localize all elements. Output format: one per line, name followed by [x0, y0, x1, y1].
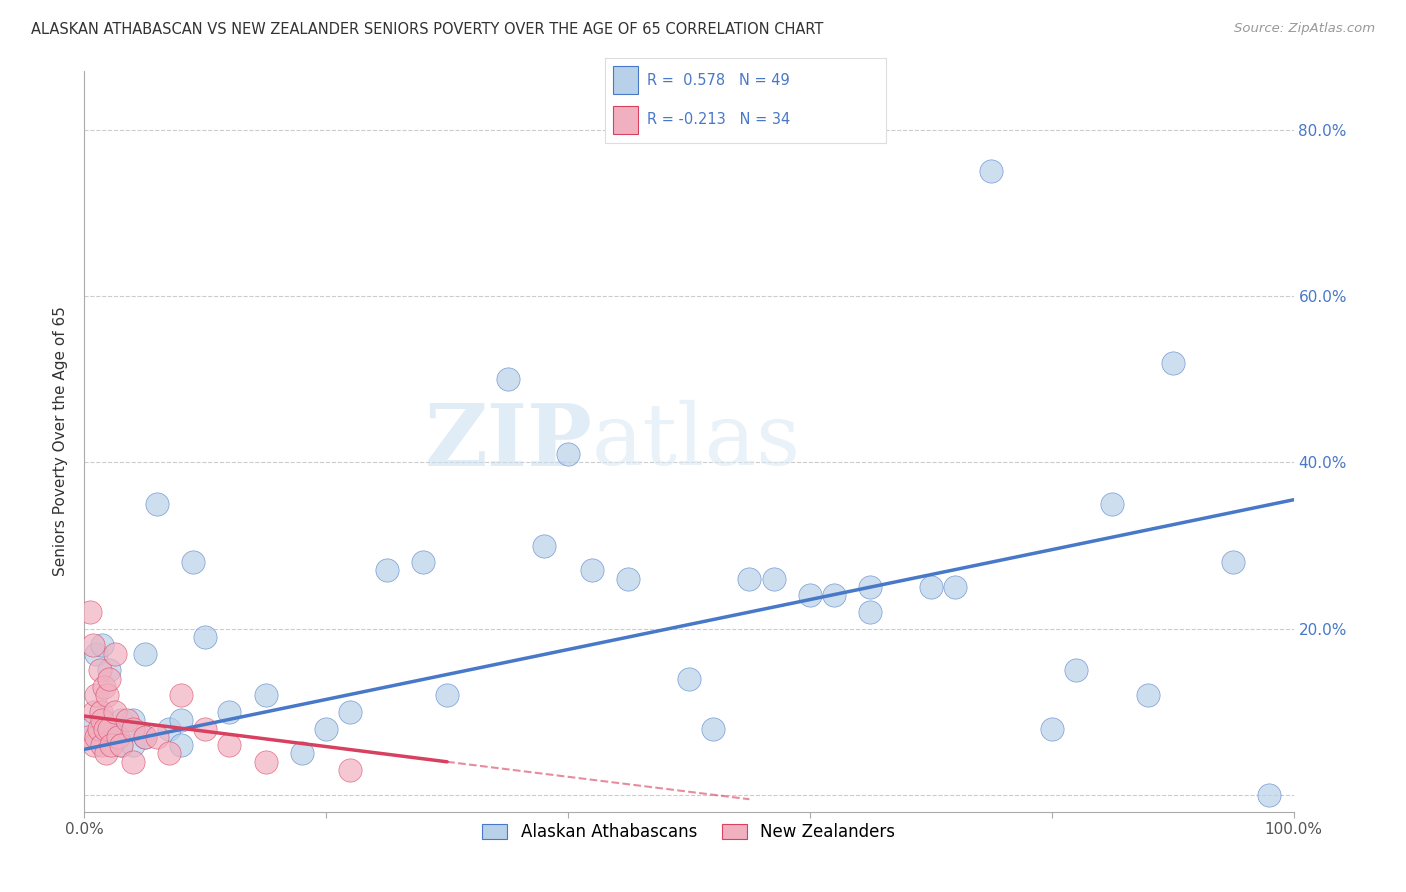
- Point: [254, 688, 277, 702]
- Point: [1064, 663, 1087, 677]
- Point: [83, 738, 105, 752]
- Bar: [613, 67, 638, 95]
- Point: [97, 663, 120, 677]
- Point: [218, 705, 240, 719]
- Text: Source: ZipAtlas.com: Source: ZipAtlas.com: [1234, 22, 1375, 36]
- Point: [799, 589, 821, 603]
- Point: [100, 738, 122, 752]
- Point: [823, 589, 845, 603]
- Point: [107, 730, 129, 744]
- Point: [110, 738, 132, 752]
- Point: [194, 722, 217, 736]
- Bar: [613, 106, 638, 134]
- Text: R =  0.578   N = 49: R = 0.578 N = 49: [647, 72, 790, 87]
- Point: [557, 447, 579, 461]
- Point: [121, 713, 143, 727]
- Point: [254, 755, 277, 769]
- Point: [79, 722, 101, 736]
- Point: [121, 738, 143, 752]
- Point: [97, 722, 120, 736]
- Point: [146, 497, 169, 511]
- Text: ALASKAN ATHABASCAN VS NEW ZEALANDER SENIORS POVERTY OVER THE AGE OF 65 CORRELATI: ALASKAN ATHABASCAN VS NEW ZEALANDER SENI…: [31, 22, 824, 37]
- Point: [170, 738, 193, 752]
- Point: [1101, 497, 1123, 511]
- Point: [77, 730, 100, 744]
- Point: [436, 688, 458, 702]
- Point: [104, 705, 127, 719]
- Point: [146, 730, 169, 744]
- Point: [82, 638, 104, 652]
- Text: ZIP: ZIP: [425, 400, 592, 483]
- Point: [94, 722, 117, 736]
- Point: [134, 730, 156, 744]
- Point: [86, 688, 108, 702]
- Point: [1137, 688, 1160, 702]
- Point: [157, 747, 180, 761]
- Point: [97, 672, 120, 686]
- Point: [86, 730, 108, 744]
- Point: [339, 763, 361, 777]
- Point: [291, 747, 314, 761]
- Point: [104, 647, 127, 661]
- Point: [93, 680, 115, 694]
- Point: [94, 747, 117, 761]
- Point: [121, 722, 143, 736]
- Point: [89, 663, 111, 677]
- Y-axis label: Seniors Poverty Over the Age of 65: Seniors Poverty Over the Age of 65: [53, 307, 69, 576]
- Point: [412, 555, 434, 569]
- Point: [339, 705, 361, 719]
- Point: [1040, 722, 1063, 736]
- Point: [943, 580, 966, 594]
- Point: [134, 647, 156, 661]
- Point: [170, 713, 193, 727]
- Point: [96, 688, 118, 702]
- Point: [181, 555, 204, 569]
- Legend: Alaskan Athabascans, New Zealanders: Alaskan Athabascans, New Zealanders: [475, 816, 903, 847]
- Point: [134, 730, 156, 744]
- Point: [678, 672, 700, 686]
- Point: [218, 738, 240, 752]
- Point: [83, 705, 105, 719]
- Point: [738, 572, 761, 586]
- Point: [762, 572, 785, 586]
- Point: [97, 722, 120, 736]
- Point: [194, 630, 217, 644]
- Point: [157, 722, 180, 736]
- Point: [533, 539, 555, 553]
- Point: [315, 722, 337, 736]
- Point: [170, 688, 193, 702]
- Point: [859, 580, 882, 594]
- Point: [86, 647, 108, 661]
- Point: [702, 722, 724, 736]
- Point: [617, 572, 640, 586]
- Text: atlas: atlas: [592, 400, 801, 483]
- Point: [87, 722, 110, 736]
- Point: [110, 738, 132, 752]
- Point: [115, 713, 138, 727]
- Point: [90, 705, 112, 719]
- Point: [859, 605, 882, 619]
- Point: [980, 164, 1002, 178]
- Point: [1161, 355, 1184, 369]
- Point: [91, 713, 114, 727]
- Point: [496, 372, 519, 386]
- Point: [121, 755, 143, 769]
- Point: [91, 638, 114, 652]
- Point: [110, 713, 132, 727]
- Point: [1222, 555, 1244, 569]
- Point: [91, 738, 114, 752]
- Point: [1258, 788, 1281, 802]
- Point: [920, 580, 942, 594]
- Point: [79, 605, 101, 619]
- Text: R = -0.213   N = 34: R = -0.213 N = 34: [647, 112, 790, 128]
- Point: [104, 730, 127, 744]
- Point: [375, 564, 398, 578]
- Point: [581, 564, 603, 578]
